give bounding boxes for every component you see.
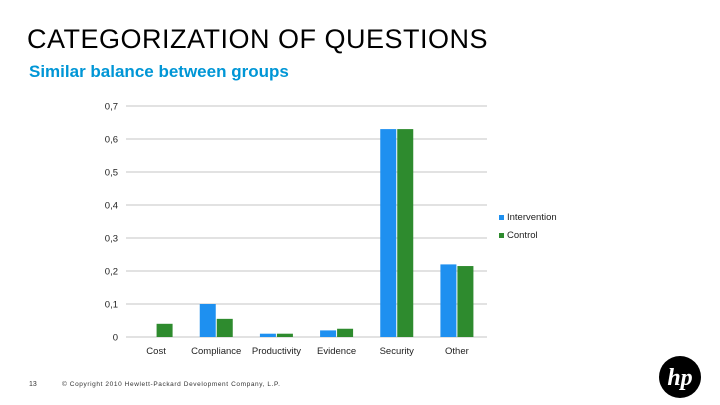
y-axis-ticks: 0 0,1 0,2 0,3 0,4 0,5 0,6 0,7 [105, 102, 118, 344]
y-tick-label: 0,7 [105, 102, 118, 113]
x-tick-label: Other [445, 346, 469, 357]
page-number: 13 [29, 381, 37, 388]
y-tick-label: 0,3 [105, 234, 118, 245]
y-tick-label: 0,4 [105, 201, 118, 212]
bar-intervention-other [440, 264, 457, 337]
y-tick-label: 0,1 [105, 300, 118, 311]
x-tick-label: Productivity [252, 346, 301, 357]
legend-label: Intervention [507, 212, 557, 223]
hp-logo-icon: hp [659, 356, 701, 398]
legend-swatch [499, 233, 504, 238]
bar-control-evidence [337, 328, 354, 337]
slide-title: CATEGORIZATION OF QUESTIONS [27, 24, 489, 54]
bar-control-cost [156, 323, 173, 337]
x-tick-label: Cost [146, 346, 166, 357]
y-tick-label: 0 [113, 333, 118, 344]
bar-intervention-security [380, 129, 397, 337]
bar-control-security [397, 129, 414, 337]
bars [156, 129, 474, 337]
hp-logo-text: hp [667, 365, 692, 391]
x-axis-ticks: Cost Compliance Productivity Evidence Securi… [146, 346, 468, 357]
bar-control-productivity [276, 333, 293, 337]
y-tick-label: 0,5 [105, 168, 118, 179]
grid-lines [126, 105, 487, 338]
legend: Intervention Control [499, 212, 557, 241]
copyright-text: © Copyright 2010 Hewlett-Packard Develop… [62, 381, 281, 388]
bar-intervention-compliance [199, 304, 216, 337]
slide-subtitle: Similar balance between groups [29, 62, 289, 81]
bar-control-other [457, 266, 474, 337]
x-tick-label: Security [380, 346, 415, 357]
bar-control-compliance [216, 318, 233, 337]
legend-swatch [499, 215, 504, 220]
bar-intervention-evidence [320, 330, 337, 337]
y-tick-label: 0,2 [105, 267, 118, 278]
legend-label: Control [507, 230, 538, 241]
x-tick-label: Compliance [191, 346, 241, 357]
bar-intervention-productivity [259, 333, 276, 337]
y-tick-label: 0,6 [105, 135, 118, 146]
x-tick-label: Evidence [317, 346, 356, 357]
